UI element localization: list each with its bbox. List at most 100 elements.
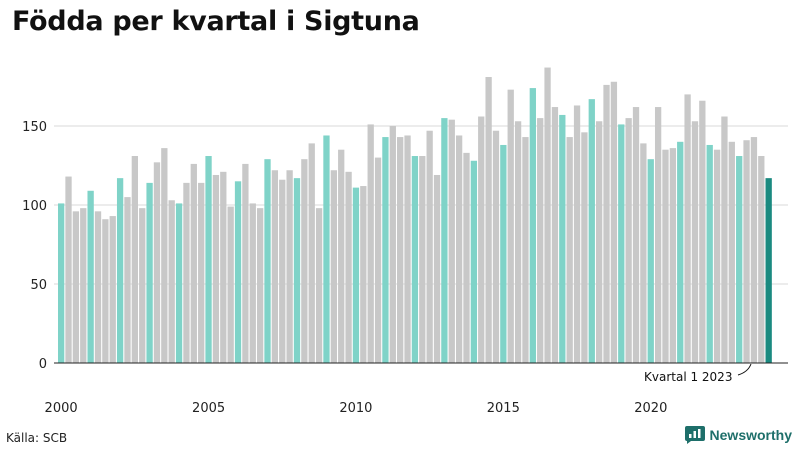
- bar-2005-q1: [205, 156, 212, 363]
- bar-2009-q3: [338, 149, 345, 363]
- bar-2016-q1: [529, 88, 536, 363]
- bar-2005-q3: [220, 171, 227, 363]
- bar-2018-q1: [588, 99, 595, 363]
- bar-2012-q1: [411, 156, 419, 363]
- bar-2019-q1: [618, 124, 625, 363]
- bar-2010-q4: [374, 157, 382, 363]
- bar-2024-q1: [765, 178, 772, 363]
- bar-2001-q3: [102, 219, 109, 363]
- bar-2015-q4: [522, 137, 529, 363]
- bar-2002-q1: [116, 178, 124, 363]
- bar-2007-q3: [279, 179, 286, 363]
- bar-2018-q3: [603, 84, 610, 364]
- bar-2019-q2: [625, 118, 632, 363]
- bar-2010-q2: [360, 186, 367, 363]
- bar-2004-q1: [175, 203, 183, 363]
- bar-2021-q2: [684, 94, 691, 364]
- bar-2023-q3: [750, 137, 758, 363]
- bar-2016-q4: [551, 107, 559, 363]
- bar-2023-q2: [743, 140, 750, 363]
- bar-2009-q2: [330, 170, 337, 363]
- chart-logo-icon: [684, 426, 705, 444]
- bar-2000-q3: [72, 211, 80, 363]
- annotation-arrow: [737, 363, 752, 376]
- bar-2010-q1: [352, 187, 360, 363]
- bar-2021-q4: [699, 100, 706, 363]
- bar-2014-q1: [470, 160, 478, 363]
- x-tick-label: 2020: [634, 401, 667, 416]
- bar-2011-q2: [389, 126, 396, 363]
- bar-2022-q2: [713, 149, 721, 363]
- bar-2021-q3: [691, 121, 699, 363]
- bar-2005-q2: [212, 174, 220, 363]
- bar-2021-q1: [677, 141, 684, 363]
- bar-2019-q4: [640, 143, 647, 363]
- x-tick-label: 2000: [45, 401, 78, 416]
- bar-2006-q1: [234, 181, 242, 363]
- bar-2016-q2: [537, 118, 544, 363]
- bar-2008-q3: [308, 143, 315, 363]
- bar-2008-q4: [315, 208, 323, 363]
- bar-2020-q4: [669, 148, 677, 363]
- bar-2011-q4: [404, 135, 411, 363]
- x-tick-label: 2010: [339, 401, 372, 416]
- bar-2005-q4: [227, 206, 234, 363]
- bar-2013-q4: [463, 152, 470, 363]
- bar-2003-q3: [161, 148, 168, 363]
- y-tick-label: 0: [39, 357, 47, 372]
- latest-annotation: Kvartal 1 2023: [644, 363, 752, 384]
- bar-2017-q4: [581, 132, 588, 363]
- bar-2000-q2: [65, 176, 72, 363]
- bar-2000-q4: [80, 208, 87, 363]
- annotation-label: Kvartal 1 2023: [644, 370, 732, 384]
- bar-2023-q4: [758, 156, 765, 363]
- bar-2000-q1: [58, 203, 65, 363]
- bar-2018-q4: [610, 81, 618, 363]
- bar-2008-q1: [293, 178, 301, 363]
- bar-2003-q2: [153, 162, 161, 363]
- bar-2004-q2: [183, 182, 190, 363]
- bar-2012-q3: [426, 130, 433, 363]
- bar-2004-q4: [198, 182, 205, 363]
- bar-2014-q2: [478, 116, 485, 364]
- x-tick-label: 2015: [487, 401, 520, 416]
- bar-2022-q4: [728, 141, 735, 363]
- bar-2007-q2: [271, 170, 279, 363]
- bars: [58, 67, 772, 364]
- bar-2015-q3: [514, 121, 522, 363]
- bar-2013-q2: [448, 119, 455, 364]
- bar-2017-q2: [566, 137, 573, 363]
- bar-2012-q2: [419, 156, 426, 363]
- bar-2009-q4: [345, 171, 352, 363]
- bar-2002-q4: [139, 208, 146, 363]
- bar-2002-q3: [131, 156, 138, 363]
- bar-2001-q4: [109, 216, 116, 363]
- bar-2006-q3: [249, 203, 256, 363]
- bar-2018-q2: [596, 121, 603, 363]
- bar-2011-q1: [382, 137, 389, 363]
- bar-2014-q4: [492, 130, 500, 363]
- bar-2020-q2: [654, 107, 662, 363]
- newsworthy-logo: Newsworthy: [684, 426, 792, 444]
- bar-2014-q3: [485, 77, 492, 364]
- bar-2023-q1: [736, 156, 743, 363]
- bar-2019-q3: [632, 107, 640, 363]
- bar-2010-q3: [367, 124, 374, 363]
- bar-2013-q3: [455, 135, 463, 363]
- bar-2003-q4: [168, 200, 175, 363]
- bar-2017-q3: [573, 105, 581, 364]
- bar-2013-q1: [441, 118, 448, 363]
- bar-2003-q1: [146, 182, 153, 363]
- bar-2001-q2: [94, 211, 102, 363]
- bar-2015-q2: [507, 89, 514, 363]
- bar-2022-q3: [721, 116, 728, 364]
- bar-2022-q1: [706, 144, 713, 363]
- x-axis-tick-labels: 2000 2005 2010 2015 2020: [45, 401, 668, 416]
- brand-name: Newsworthy: [709, 427, 792, 443]
- bar-2015-q1: [500, 144, 507, 363]
- bar-2006-q4: [256, 208, 264, 363]
- bar-2004-q3: [190, 163, 197, 363]
- bar-2007-q1: [264, 159, 271, 363]
- bar-2020-q3: [662, 149, 669, 363]
